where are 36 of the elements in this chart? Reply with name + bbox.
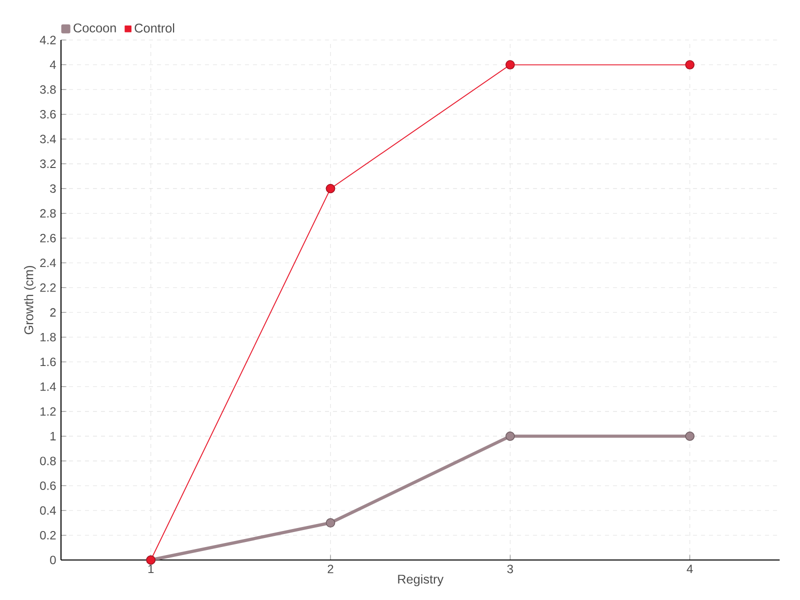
point [685, 432, 694, 441]
x-tick-label: 4 [686, 564, 693, 573]
y-axis-title: Growth (cm) [24, 266, 36, 334]
y-tick-label: 3.6 [40, 110, 56, 119]
y-tick-label: 3.8 [40, 85, 56, 94]
y-tick-label: 4.2 [40, 36, 56, 44]
y-tick-label: 1.6 [40, 358, 56, 366]
y-tick-label: 3.2 [40, 160, 56, 168]
point [326, 184, 336, 194]
y-tick-label: 0.4 [40, 506, 56, 515]
y-tick-label: 2.8 [40, 209, 56, 218]
y-tick-label: 2.6 [40, 234, 56, 242]
y-tick-label: 4 [50, 60, 56, 69]
y-tick-label: 1 [50, 432, 56, 440]
point [506, 432, 515, 441]
y-tick-label: 1.2 [40, 407, 56, 416]
legend-label: Control [134, 23, 174, 33]
x-axis-title: Registry [398, 574, 444, 586]
x-tick-label: 3 [507, 564, 513, 574]
y-tick-label: 3.4 [40, 134, 56, 144]
legend-label: Cocoon [74, 23, 116, 32]
y-tick-label: 0.6 [40, 481, 56, 490]
y-tick-label: 3 [50, 184, 56, 193]
y-tick-label: 2.4 [40, 258, 56, 268]
y-tick-label: 1.4 [40, 382, 56, 391]
y-tick-label: 0.8 [40, 456, 56, 466]
y-tick-label: 1.8 [40, 332, 56, 342]
point [685, 60, 694, 70]
x-tick-label: 1 [148, 564, 154, 573]
y-tick-label: 0.2 [40, 530, 56, 540]
y-tick-label: 2 [50, 308, 56, 317]
point [506, 60, 515, 70]
y-tick-label: 2.2 [40, 283, 56, 292]
y-tick-label: 0 [50, 556, 56, 564]
point [326, 518, 336, 528]
x-tick-label: 2 [328, 564, 334, 574]
